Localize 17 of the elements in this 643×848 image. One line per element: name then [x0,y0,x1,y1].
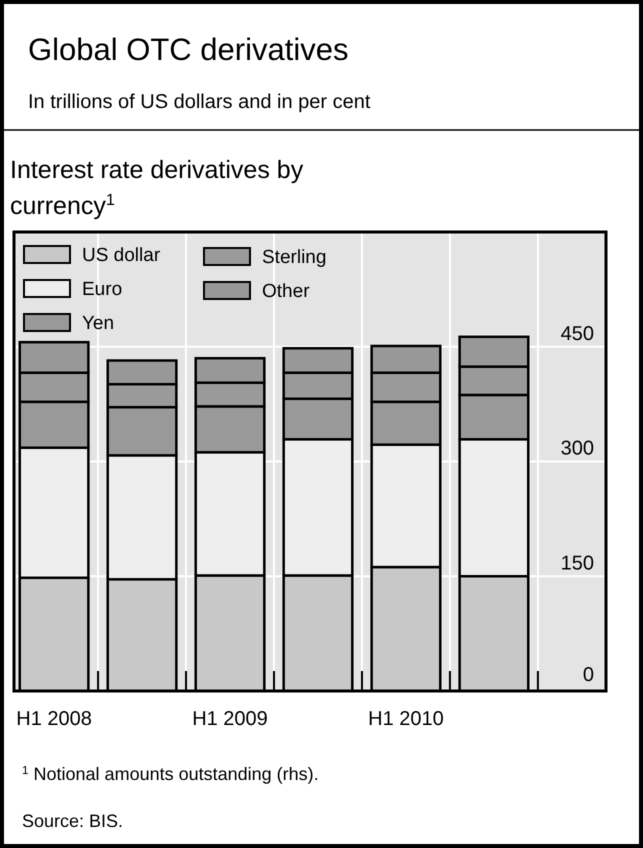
x-tick-label: H1 2010 [368,708,444,730]
chart-subtitle: In trillions of US dollars and in per cent [28,91,371,113]
source-note: Source: BIS. [22,811,124,831]
y-tick-label: 150 [560,552,594,574]
legend-label: US dollar [82,245,161,266]
y-tick-label: 300 [560,438,594,460]
text: $^{1}$ Notional amounts outstanding (rhs). [22,764,319,784]
legend-label: Yen [82,313,114,334]
chart-title: Global OTC derivatives [28,32,348,67]
x-tick-label: H1 2008 [16,708,92,730]
legend-label: Other [262,281,310,302]
y-tick-label: 450 [560,322,594,345]
text: Interest rate derivatives by currency$^{1}$ [10,156,304,220]
legend-label: Euro [82,279,122,300]
y-tick-label: 0 [582,664,594,686]
legend-label: Sterling [262,247,326,268]
x-tick-label: H1 2009 [192,708,268,730]
